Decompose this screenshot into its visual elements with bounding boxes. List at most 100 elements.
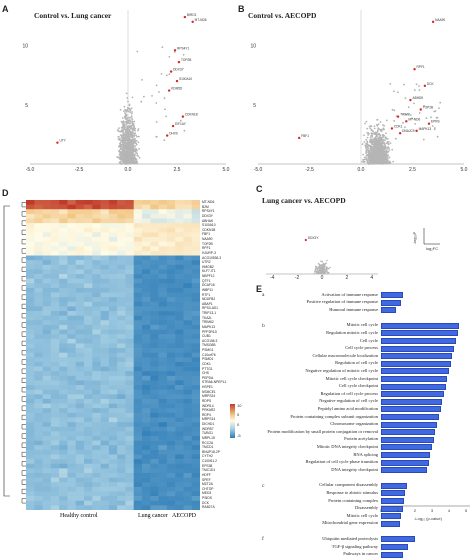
heatmap-cell	[166, 371, 176, 377]
heatmap-cell	[166, 366, 176, 372]
heatmap-cell	[175, 435, 184, 441]
heatmap-cell	[92, 260, 101, 266]
heatmap-cell	[75, 375, 85, 381]
heatmap-cell	[42, 278, 52, 284]
data-point	[389, 83, 392, 85]
data-point	[367, 132, 369, 134]
data-point	[431, 125, 434, 127]
heatmap-cell	[84, 324, 93, 330]
heatmap-cell	[92, 398, 101, 404]
heatmap-cell	[150, 329, 159, 335]
data-point	[131, 138, 133, 141]
heatmap-cell	[59, 237, 68, 242]
heatmap-cell	[67, 260, 77, 266]
heatmap-cell	[142, 324, 151, 330]
heatmap-cell	[150, 338, 159, 344]
legend-tick-0: 0	[237, 422, 240, 427]
heatmap-cell	[92, 417, 101, 423]
go-bar	[381, 330, 458, 337]
highlight-gene-point	[427, 122, 431, 125]
heatmap-cell	[100, 292, 110, 298]
heatmap-cell	[59, 269, 68, 275]
data-point	[125, 114, 128, 116]
data-point	[127, 100, 129, 103]
heatmap-cell	[75, 334, 85, 340]
heatmap-cell	[150, 440, 159, 446]
heatmap-cell	[67, 223, 77, 229]
heatmap-cell	[142, 445, 151, 451]
heatmap-cell	[84, 292, 93, 298]
heatmap-cell	[158, 204, 168, 210]
data-point	[380, 153, 383, 156]
heatmap-cell	[84, 371, 93, 377]
heatmap-cell	[166, 440, 176, 446]
heatmap-cell	[117, 306, 126, 312]
heatmap-cell	[75, 496, 85, 502]
data-point	[138, 156, 141, 159]
heatmap-cell	[92, 338, 101, 344]
heatmap-gene-label: PTTG1	[202, 366, 213, 371]
gene-label: MT-ND6	[408, 117, 420, 121]
heatmap-gene-label: CUB1	[202, 334, 211, 339]
data-point	[129, 126, 132, 128]
heatmap-cell	[191, 241, 200, 247]
heatmap-cell	[108, 241, 118, 247]
heatmap-cell	[75, 380, 85, 386]
heatmap-cell	[42, 454, 52, 460]
highlight-gene-point	[419, 108, 422, 111]
go-term-label: Protein containing complex	[328, 497, 378, 503]
go-term-label: DNA integrity checkpoint	[331, 466, 378, 472]
heatmap-cell	[125, 380, 135, 386]
data-point	[323, 265, 325, 268]
heatmap-cell	[50, 213, 60, 219]
heatmap-cell	[117, 366, 126, 372]
heatmap-cell	[175, 334, 184, 340]
heatmap-cell	[117, 472, 126, 478]
heatmap-cell	[183, 329, 193, 335]
heatmap-cell	[84, 361, 93, 367]
data-point	[120, 120, 123, 123]
heatmap-cell	[108, 218, 118, 224]
heatmap-cell	[100, 287, 110, 293]
heatmap-cell	[133, 496, 143, 502]
heatmap-cell	[142, 505, 151, 510]
heatmap-cell	[26, 297, 35, 303]
data-point	[378, 133, 381, 136]
heatmap-cell	[84, 412, 93, 418]
heatmap-cell	[183, 403, 193, 409]
data-point	[325, 266, 328, 268]
data-point	[407, 106, 410, 109]
gene-label: FBF1	[301, 134, 309, 138]
heatmap-cell	[75, 343, 85, 349]
heatmap-cell	[175, 343, 184, 349]
x-tick-label: 2.5	[409, 167, 416, 173]
heatmap-cell	[42, 338, 52, 344]
heatmap-cell	[100, 213, 110, 219]
heatmap-cell	[50, 468, 60, 474]
heatmap-gene-label: RAB27A	[202, 505, 215, 510]
data-point	[125, 135, 128, 138]
heatmap-cell	[26, 389, 35, 395]
data-point	[126, 127, 128, 129]
heatmap-cell	[133, 311, 143, 316]
heatmap-cell	[108, 394, 118, 400]
heatmap-cell	[166, 237, 176, 242]
heatmap-gene-label: EPS38	[202, 463, 213, 468]
heatmap-cell	[166, 306, 176, 312]
heatmap-cell	[166, 463, 176, 469]
y-tick-label: 10	[22, 44, 28, 50]
data-point	[124, 147, 126, 149]
heatmap-gene-label: FBF1	[202, 232, 211, 237]
heatmap-cell	[166, 375, 176, 381]
data-point	[118, 130, 121, 133]
heatmap-cell	[50, 269, 60, 275]
go-term-label: Regulation of cell cycle process	[320, 390, 378, 396]
heatmap-cell	[42, 324, 52, 330]
data-point	[130, 157, 133, 160]
heatmap-cell	[50, 264, 60, 270]
heatmap-cell	[100, 431, 110, 437]
heatmap-cell	[108, 398, 118, 404]
heatmap-gene-label: DICHD1	[202, 422, 215, 427]
heatmap-cell	[59, 283, 68, 289]
heatmap-cell	[183, 209, 193, 215]
